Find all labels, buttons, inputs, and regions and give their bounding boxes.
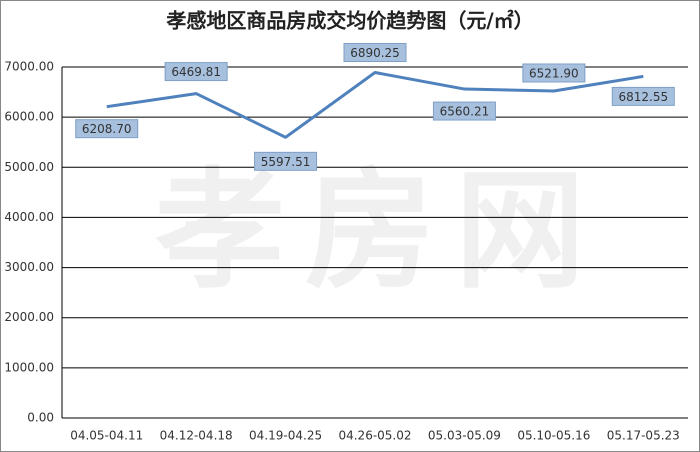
watermark: 孝房网 xyxy=(155,155,605,307)
data-label-box xyxy=(522,63,586,83)
data-label-box xyxy=(343,43,407,63)
y-tick-label: 7000.00 xyxy=(4,60,54,74)
x-tick-label: 05.17-05.23 xyxy=(607,429,680,443)
data-label: 6890.25 xyxy=(350,46,400,60)
data-label-box xyxy=(75,119,139,139)
data-label-box xyxy=(432,101,496,121)
y-tick-label: 2000.00 xyxy=(4,310,54,324)
x-tick-label: 04.26-05.02 xyxy=(338,429,411,443)
y-tick-label: 3000.00 xyxy=(4,260,54,274)
chart-title: 孝感地区商品房成交均价趋势图（元/㎡） xyxy=(165,9,533,33)
data-label-box xyxy=(611,86,675,106)
data-label: 6560.21 xyxy=(440,105,490,119)
data-label-box xyxy=(164,62,228,82)
data-label: 6812.55 xyxy=(618,90,668,104)
data-label: 6469.81 xyxy=(171,65,221,79)
y-tick-label: 0.00 xyxy=(27,411,54,425)
data-label-box xyxy=(254,151,318,171)
x-tick-label: 04.05-04.11 xyxy=(70,429,143,443)
y-tick-label: 1000.00 xyxy=(4,360,54,374)
y-tick-label: 5000.00 xyxy=(4,160,54,174)
x-tick-label: 05.10-05.16 xyxy=(517,429,590,443)
y-tick-label: 4000.00 xyxy=(4,210,54,224)
data-label: 6208.70 xyxy=(82,122,132,136)
y-tick-label: 6000.00 xyxy=(4,110,54,124)
line xyxy=(106,71,644,139)
data-label: 6521.90 xyxy=(529,66,579,80)
x-tick-label: 05.03-05.09 xyxy=(428,429,501,443)
data-label: 5597.51 xyxy=(261,155,311,169)
x-tick-label: 04.12-04.18 xyxy=(160,429,233,443)
x-tick-label: 04.19-04.25 xyxy=(249,429,322,443)
